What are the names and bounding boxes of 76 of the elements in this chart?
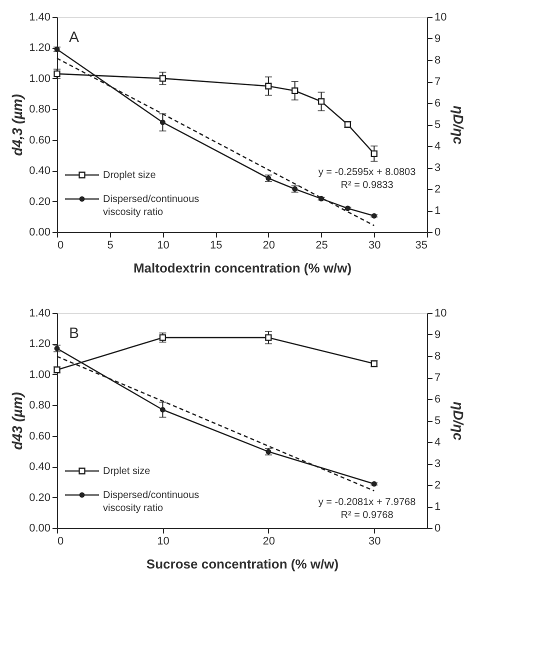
y-tick-label: 1.20	[29, 42, 50, 54]
x-tick-label: 30	[368, 240, 381, 252]
legend-label: Dispersed/continuous viscosity ratio	[103, 194, 200, 218]
y-tick-label: 0.00	[29, 522, 50, 534]
x-tick-label: 10	[157, 536, 170, 548]
x-tick-label: 30	[368, 536, 381, 548]
y-tick-label: 0.00	[29, 226, 50, 238]
x-axis-title: Maltodextrin concentration (% w/w)	[133, 260, 352, 276]
point	[292, 87, 298, 94]
x-tick-label: 15	[210, 240, 222, 252]
y2-axis-title: ηD/ηc	[450, 106, 467, 145]
annotation: R² = 0.9768	[340, 510, 394, 522]
annotation: y = -0.2595x + 8.0803	[318, 166, 416, 178]
x-tick-label: 25	[316, 240, 328, 252]
y-tick-label: 0.20	[29, 492, 50, 504]
y2-tick-label: 4	[434, 140, 441, 152]
y2-tick-label: 2	[434, 480, 441, 492]
y2-tick-label: 9	[434, 33, 441, 45]
point	[159, 75, 166, 82]
point	[265, 82, 272, 90]
y-tick-label: 1.00	[29, 368, 50, 381]
y-tick-label: 1.20	[29, 338, 50, 350]
x-tick-label: 20	[262, 536, 276, 548]
annotation: y = -0.2081x + 7.9768	[318, 497, 416, 508]
legend-label: Droplet size	[103, 170, 156, 181]
point	[371, 481, 377, 487]
y2-tick-label: 10	[434, 308, 447, 320]
y2-tick-label: 5	[434, 415, 441, 427]
y2-tick-label: 7	[434, 372, 441, 384]
x-tick-label: 0	[58, 240, 64, 252]
legend-label: Drplet size	[103, 466, 151, 477]
y2-tick-label: 8	[434, 54, 441, 66]
point	[318, 98, 325, 105]
point	[160, 407, 166, 412]
point	[370, 150, 378, 158]
y2-tick-label: 8	[434, 350, 441, 362]
y2-tick-label: 7	[434, 76, 441, 88]
y-tick-label: 0.60	[29, 430, 50, 442]
y-axis-title: d4,3 (µm)	[9, 94, 26, 156]
y2-tick-label: 9	[434, 329, 441, 341]
annotation: R² = 0.9833	[340, 180, 394, 191]
x-tick-label: 35	[415, 240, 428, 252]
x-tick-label: 20	[262, 240, 276, 252]
y-tick-label: 1.00	[29, 72, 50, 85]
y-tick-label: 0.80	[29, 400, 50, 412]
y2-axis-title: ηD/ηc	[450, 402, 467, 441]
x-tick-label: 0	[58, 536, 64, 548]
x-tick-label: 5	[107, 240, 114, 252]
annotation: B	[69, 325, 80, 342]
y-tick-label: 1.40	[29, 308, 50, 320]
y-tick-label: 0.20	[29, 196, 50, 208]
y-tick-label: 0.40	[29, 461, 50, 474]
y-tick-label: 0.40	[29, 165, 50, 178]
y2-tick-label: 6	[434, 394, 441, 406]
y2-tick-label: 1	[434, 501, 441, 513]
y-axis-title: d43 (µm)	[9, 392, 26, 450]
y2-tick-label: 3	[434, 458, 441, 470]
y2-tick-label: 4	[434, 436, 441, 448]
point	[265, 334, 272, 341]
x-tick-label: 10	[157, 240, 170, 252]
point	[160, 120, 166, 126]
y-tick-label: 1.40	[29, 12, 50, 24]
y2-tick-label: 3	[434, 162, 441, 174]
y2-tick-label: 2	[434, 184, 441, 196]
y2-tick-label: 6	[434, 98, 441, 110]
y2-tick-label: 1	[434, 205, 441, 217]
y-tick-label: 0.60	[29, 134, 50, 146]
annotation: A	[69, 29, 80, 46]
y2-tick-label: 0	[434, 522, 441, 534]
x-axis-title: Sucrose concentration (% w/w)	[146, 556, 339, 572]
legend-label: Dispersed/continuous viscosity ratio	[103, 490, 200, 514]
y-tick-label: 0.80	[29, 104, 50, 116]
y2-tick-label: 0	[434, 226, 441, 238]
y2-tick-label: 10	[434, 12, 447, 24]
point	[159, 334, 166, 341]
y2-tick-label: 5	[434, 119, 441, 131]
